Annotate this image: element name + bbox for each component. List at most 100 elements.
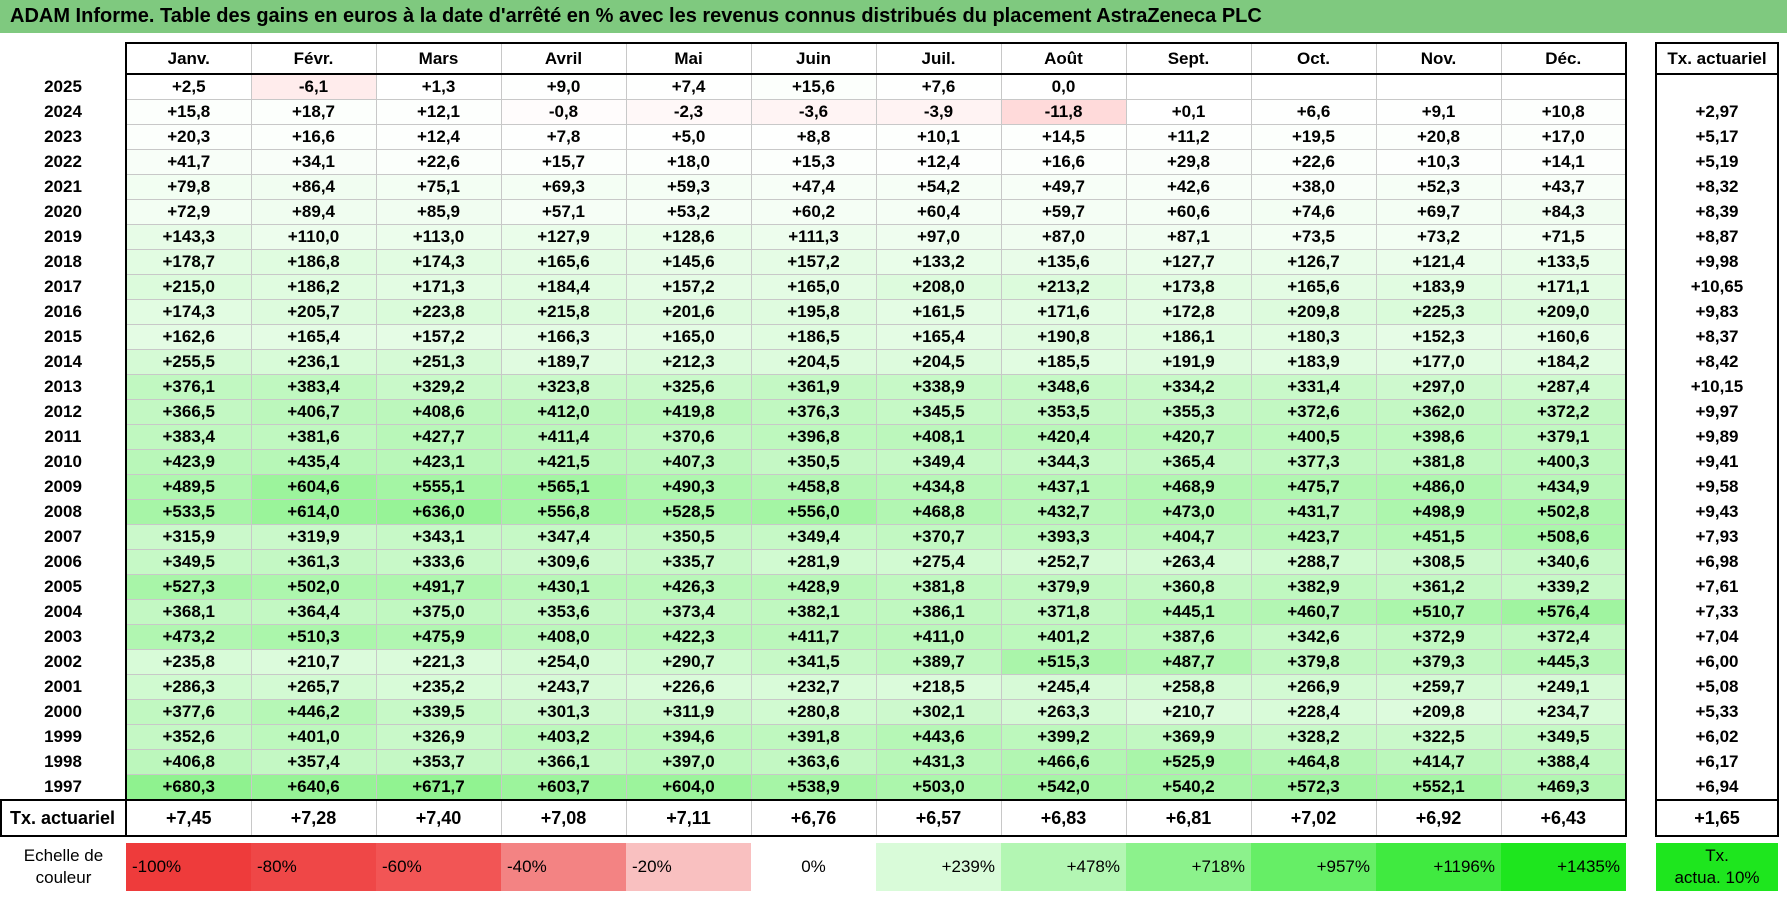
value-cell: +127,9: [500, 224, 627, 250]
value-cell: +349,4: [750, 524, 877, 550]
value-cell: +57,1: [500, 199, 627, 225]
value-cell: +373,4: [625, 599, 752, 625]
value-cell: +406,7: [250, 399, 377, 425]
value-cell: +38,0: [1250, 174, 1377, 200]
year-label: 2020: [1, 199, 127, 225]
year-label: 2011: [1, 424, 127, 450]
value-cell: +363,6: [750, 749, 877, 775]
value-cell: +640,6: [250, 774, 377, 801]
value-cell: +10,1: [875, 124, 1002, 150]
value-cell: +15,6: [750, 73, 877, 100]
value-cell: +533,5: [125, 499, 252, 525]
value-cell: +245,4: [1000, 674, 1127, 700]
value-cell: +604,6: [250, 474, 377, 500]
value-cell: +383,4: [125, 424, 252, 450]
value-cell: +73,2: [1375, 224, 1502, 250]
month-header: Janv.: [125, 42, 252, 75]
tx-month-value: +7,28: [250, 799, 377, 837]
gap-cell: [1626, 174, 1656, 200]
value-cell: +288,7: [1250, 549, 1377, 575]
gap-cell: [1626, 599, 1656, 625]
value-cell: +372,4: [1500, 624, 1627, 650]
value-cell: +538,9: [750, 774, 877, 801]
value-cell: +174,3: [375, 249, 502, 275]
year-label: 2003: [1, 624, 127, 650]
year-row: 1998 +406,8 +357,4 +353,7 +366,1 +397,0 +363,6…: [1, 749, 1779, 775]
gap-cell: [1626, 424, 1656, 450]
value-cell: +15,8: [125, 99, 252, 125]
value-cell: +47,4: [750, 174, 877, 200]
value-cell: +331,4: [1250, 374, 1377, 400]
month-header: Juil.: [875, 42, 1002, 75]
year-row: 2003 +473,2 +510,3 +475,9 +408,0 +422,3 +411,7…: [1, 624, 1779, 650]
value-cell: 0,0: [1000, 73, 1127, 100]
value-cell: +446,2: [250, 699, 377, 725]
gap-cell: [1626, 624, 1656, 650]
value-cell: +14,1: [1500, 149, 1627, 175]
value-cell: +89,4: [250, 199, 377, 225]
value-cell: +208,0: [875, 274, 1002, 300]
year-label: 2024: [1, 99, 127, 125]
value-cell: +19,5: [1250, 124, 1377, 150]
value-cell: +52,3: [1375, 174, 1502, 200]
gains-table: Janv. Févr. Mars Avril Mai Juin Juil. Août Sept.…: [0, 42, 1779, 891]
value-cell: +400,5: [1250, 424, 1377, 450]
value-cell: +510,7: [1375, 599, 1502, 625]
value-cell: [1500, 73, 1627, 100]
year-label: 2007: [1, 524, 127, 550]
year-label: 2008: [1, 499, 127, 525]
value-cell: +204,5: [750, 349, 877, 375]
color-scale-swatch: -100%: [126, 843, 251, 891]
value-cell: +195,8: [750, 299, 877, 325]
value-cell: +16,6: [1000, 149, 1127, 175]
value-cell: +15,3: [750, 149, 877, 175]
value-cell: -0,8: [500, 99, 627, 125]
tx-cell: +10,65: [1655, 274, 1779, 300]
year-label: 2004: [1, 599, 127, 625]
value-cell: +636,0: [375, 499, 502, 525]
value-cell: +508,6: [1500, 524, 1627, 550]
value-cell: +254,0: [500, 649, 627, 675]
value-cell: +186,5: [750, 324, 877, 350]
year-label: 2023: [1, 124, 127, 150]
value-cell: +420,4: [1000, 424, 1127, 450]
value-cell: +381,8: [875, 574, 1002, 600]
value-cell: +69,3: [500, 174, 627, 200]
value-cell: +432,7: [1000, 499, 1127, 525]
value-cell: +20,3: [125, 124, 252, 150]
value-cell: +396,8: [750, 424, 877, 450]
tx-month-value: +7,02: [1250, 799, 1377, 837]
value-cell: +235,2: [375, 674, 502, 700]
value-cell: +460,7: [1250, 599, 1377, 625]
month-header: Mai: [625, 42, 752, 75]
value-cell: +178,7: [125, 249, 252, 275]
color-scale-swatch: +478%: [1001, 843, 1126, 891]
value-cell: +228,4: [1250, 699, 1377, 725]
value-cell: +487,7: [1125, 649, 1252, 675]
value-cell: +280,8: [750, 699, 877, 725]
year-row: 2023 +20,3 +16,6 +12,4 +7,8 +5,0 +8,8 +10,1 +14,…: [1, 124, 1779, 150]
value-cell: +59,7: [1000, 199, 1127, 225]
value-cell: +393,3: [1000, 524, 1127, 550]
color-scale-swatch: -60%: [376, 843, 501, 891]
value-cell: +157,2: [750, 249, 877, 275]
value-cell: +344,3: [1000, 449, 1127, 475]
gap-cell: [1626, 724, 1656, 750]
year-label: 2016: [1, 299, 127, 325]
value-cell: +12,1: [375, 99, 502, 125]
value-cell: +387,6: [1125, 624, 1252, 650]
value-cell: +236,1: [250, 349, 377, 375]
tx-cell: +5,19: [1655, 149, 1779, 175]
value-cell: +398,6: [1375, 424, 1502, 450]
value-cell: +111,3: [750, 224, 877, 250]
corner-cell: [1, 43, 126, 74]
value-cell: +556,8: [500, 499, 627, 525]
value-cell: +370,7: [875, 524, 1002, 550]
value-cell: +383,4: [250, 374, 377, 400]
year-label: 2006: [1, 549, 127, 575]
separator-cell: [751, 836, 876, 843]
value-cell: +290,7: [625, 649, 752, 675]
value-cell: +510,3: [250, 624, 377, 650]
value-cell: +408,0: [500, 624, 627, 650]
